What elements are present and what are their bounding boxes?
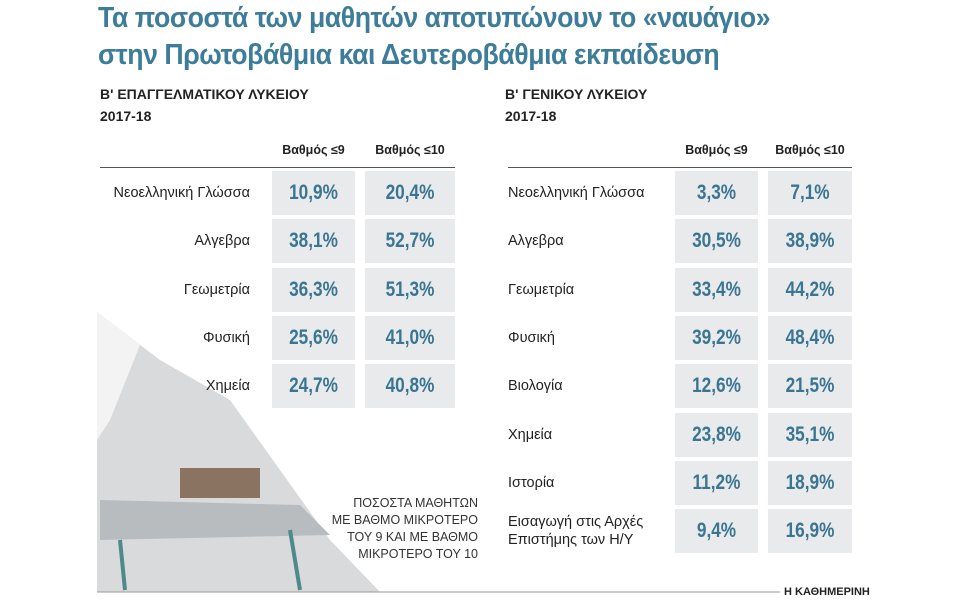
caption-line: ΤΟΥ 9 ΚΑΙ ΜΕ ΒΑΘΜΟ xyxy=(347,530,478,544)
value: 35,1% xyxy=(785,422,835,446)
column-header: Βαθμός ≤10 xyxy=(375,143,445,157)
column-header: Βαθμός ≤9 xyxy=(685,143,748,157)
cell-bg xyxy=(272,315,355,360)
row-label: Νεοελληνική Γλώσσα xyxy=(508,185,645,201)
row-label: Γεωμετρία xyxy=(508,281,575,298)
desk-leg xyxy=(288,529,302,591)
cell-bg xyxy=(768,315,852,360)
cell-bg xyxy=(272,267,355,312)
row-label: Εισαγωγή στις Αρχές Επιστήμης των Η/Υ xyxy=(508,514,644,549)
table-year: 2017-18 xyxy=(505,108,557,124)
cell-bg xyxy=(675,267,758,312)
value: 18,9% xyxy=(785,470,835,494)
row-label: Χημεία xyxy=(205,378,250,395)
row-label: Χημεία xyxy=(508,426,553,443)
value: 25,6% xyxy=(289,325,338,349)
cell-bg xyxy=(365,267,455,312)
value: 16,9% xyxy=(785,519,835,543)
curl-highlight xyxy=(97,312,140,440)
value: 11,2% xyxy=(692,470,741,494)
header-rule xyxy=(508,167,852,168)
value: 10,9% xyxy=(289,181,338,204)
cell-bg xyxy=(768,364,852,409)
row-label: Αλγεβρα xyxy=(194,233,250,250)
value: 41,0% xyxy=(385,325,435,349)
value: 39,2% xyxy=(692,325,741,349)
cell-bg xyxy=(365,315,455,360)
value: 38,1% xyxy=(289,229,338,253)
cell-bg xyxy=(365,219,455,264)
cell-bg xyxy=(272,171,355,215)
value: 7,1% xyxy=(790,181,830,204)
value: 23,8% xyxy=(692,422,741,446)
desk-leg xyxy=(118,539,127,591)
cell-bg xyxy=(365,364,455,409)
caption-line: ΠΟΣΟΣΤΑ ΜΑΘΗΤΩΝ xyxy=(353,496,478,510)
row-label: Ιστορία xyxy=(508,474,555,491)
value: 12,6% xyxy=(692,374,741,398)
row-label: Αλγεβρα xyxy=(508,233,564,250)
column-header: Βαθμός ≤9 xyxy=(282,143,345,157)
value: 51,3% xyxy=(385,277,435,301)
title-line: στην Πρωτοβάθμια και Δευτεροβάθμια εκπαί… xyxy=(98,39,720,71)
cell-bg xyxy=(675,509,758,554)
cell-bg xyxy=(272,364,355,409)
caption-line: ΜΙΚΡΟΤΕΡΟ ΤΟΥ 10 xyxy=(358,547,478,561)
value: 36,3% xyxy=(289,277,338,301)
value: 52,7% xyxy=(385,229,435,253)
cell-bg xyxy=(272,219,355,264)
cell-bg xyxy=(675,315,758,360)
row-label: Φυσική xyxy=(508,329,555,346)
table-title: Β' ΕΠΑΓΓΕΛΜΑΤΙΚΟΥ ΛΥΚΕΙΟΥ xyxy=(100,86,309,102)
book xyxy=(180,468,260,498)
desk xyxy=(100,500,330,540)
caption-line: ΜΕ ΒΑΘΜΟ ΜΙΚΡΟΤΕΡΟ xyxy=(331,513,478,527)
cell-bg xyxy=(768,219,852,264)
value: 30,5% xyxy=(692,229,741,253)
header-rule xyxy=(100,167,455,168)
row-label: Φυσική xyxy=(203,329,250,346)
cell-bg xyxy=(768,171,852,215)
value: 44,2% xyxy=(785,277,835,301)
source: Η ΚΑΘΗΜΕΡΙΝΗ xyxy=(782,586,872,598)
value: 48,4% xyxy=(785,325,835,349)
cell-bg xyxy=(768,267,852,312)
row-label: Γεωμετρία xyxy=(183,281,250,298)
cell-bg xyxy=(365,171,455,215)
cell-bg xyxy=(675,412,758,457)
value: 20,4% xyxy=(385,181,435,204)
table-year: 2017-18 xyxy=(100,108,152,124)
cell-bg xyxy=(675,460,758,505)
value: 38,9% xyxy=(785,229,835,253)
cell-bg xyxy=(768,460,852,505)
cell-bg xyxy=(675,364,758,409)
value: 33,4% xyxy=(692,277,741,301)
cell-bg xyxy=(768,509,852,554)
row-label: Νεοελληνική Γλώσσα xyxy=(113,185,250,201)
row-label: Βιολογία xyxy=(508,378,563,395)
value: 3,3% xyxy=(696,181,737,204)
value: 21,5% xyxy=(785,374,835,398)
table-title: Β' ΓΕΝΙΚΟΥ ΛΥΚΕΙΟΥ xyxy=(505,86,648,102)
value: 9,4% xyxy=(696,519,737,543)
value: 40,8% xyxy=(385,374,435,398)
cell-bg xyxy=(768,412,852,457)
cell-bg xyxy=(675,171,758,215)
value: 24,7% xyxy=(289,374,338,398)
column-header: Βαθμός ≤10 xyxy=(775,143,845,157)
cell-bg xyxy=(675,219,758,264)
title-line: Τα ποσοστά των μαθητών αποτυπώνουν το «ν… xyxy=(98,2,771,34)
